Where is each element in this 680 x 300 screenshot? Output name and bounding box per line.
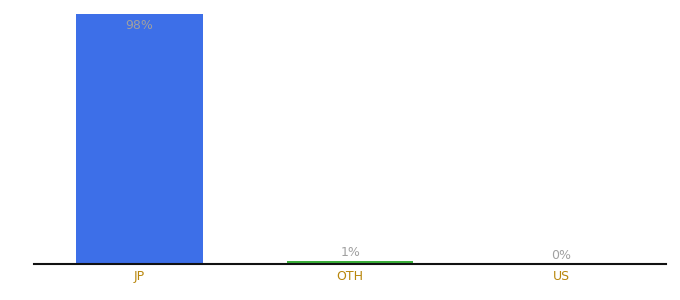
Bar <box>76 14 203 264</box>
Text: 98%: 98% <box>126 19 153 32</box>
Text: 1%: 1% <box>340 246 360 260</box>
Bar <box>287 261 413 264</box>
Text: 0%: 0% <box>551 249 571 262</box>
